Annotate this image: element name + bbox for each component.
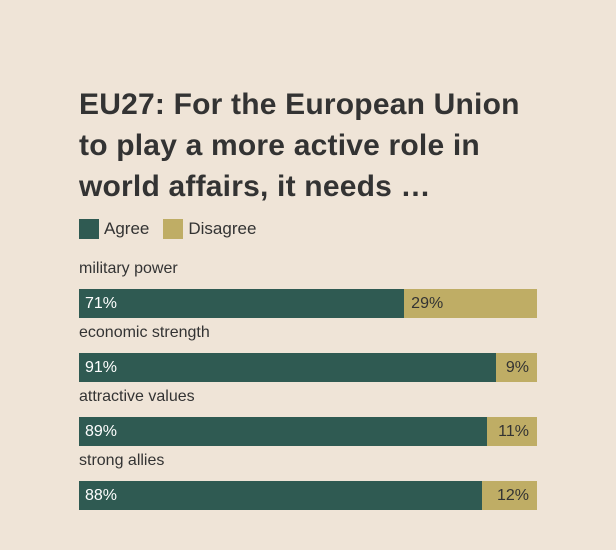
legend-swatch-disagree — [163, 219, 184, 239]
bar-row: attractive values 89% 11% — [79, 386, 537, 450]
data-label: 29% — [411, 295, 444, 312]
data-label: 71% — [85, 295, 118, 312]
bar-segment-agree: 89% — [79, 417, 487, 446]
legend-label-disagree: Disagree — [188, 219, 257, 238]
data-label: 12% — [496, 487, 529, 504]
category-label: military power — [79, 260, 178, 277]
category-label: economic strength — [79, 324, 210, 341]
data-label: 88% — [85, 487, 118, 504]
bar-segment-disagree: 11% — [486, 417, 537, 446]
data-label: 11% — [498, 423, 529, 440]
chart-legend: Agree Disagree — [79, 219, 270, 239]
stacked-bar: 91% 9% — [79, 353, 537, 382]
stacked-bar: 88% 12% — [79, 481, 537, 510]
chart-title: EU27: For the European Union to play a m… — [79, 88, 520, 203]
bar-segment-disagree: 9% — [495, 353, 537, 382]
bar-segment-agree: 88% — [79, 481, 483, 510]
bar-segment-agree: 71% — [79, 289, 405, 318]
stacked-bar: 71% 29% — [79, 289, 537, 318]
bar-row: strong allies 88% 12% — [79, 450, 537, 514]
stacked-bar: 89% 11% — [79, 417, 537, 446]
bar-row: economic strength 91% 9% — [79, 322, 537, 386]
data-label: 9% — [505, 359, 529, 376]
bar-row: military power 71% 29% — [79, 258, 537, 322]
category-label: attractive values — [79, 388, 195, 405]
bar-segment-disagree: 29% — [404, 289, 537, 318]
category-label: strong allies — [79, 452, 165, 469]
bar-segment-agree: 91% — [79, 353, 496, 382]
legend-swatch-agree — [79, 219, 99, 239]
legend-item-agree: Agree — [79, 219, 149, 239]
bar-segment-disagree: 12% — [482, 481, 537, 510]
legend-item-disagree: Disagree — [163, 219, 256, 239]
legend-label-agree: Agree — [104, 219, 150, 238]
data-label: 91% — [85, 359, 118, 376]
data-label: 89% — [85, 423, 118, 440]
bar-rows: military power 71% 29% economic strength 91%… — [79, 258, 537, 514]
